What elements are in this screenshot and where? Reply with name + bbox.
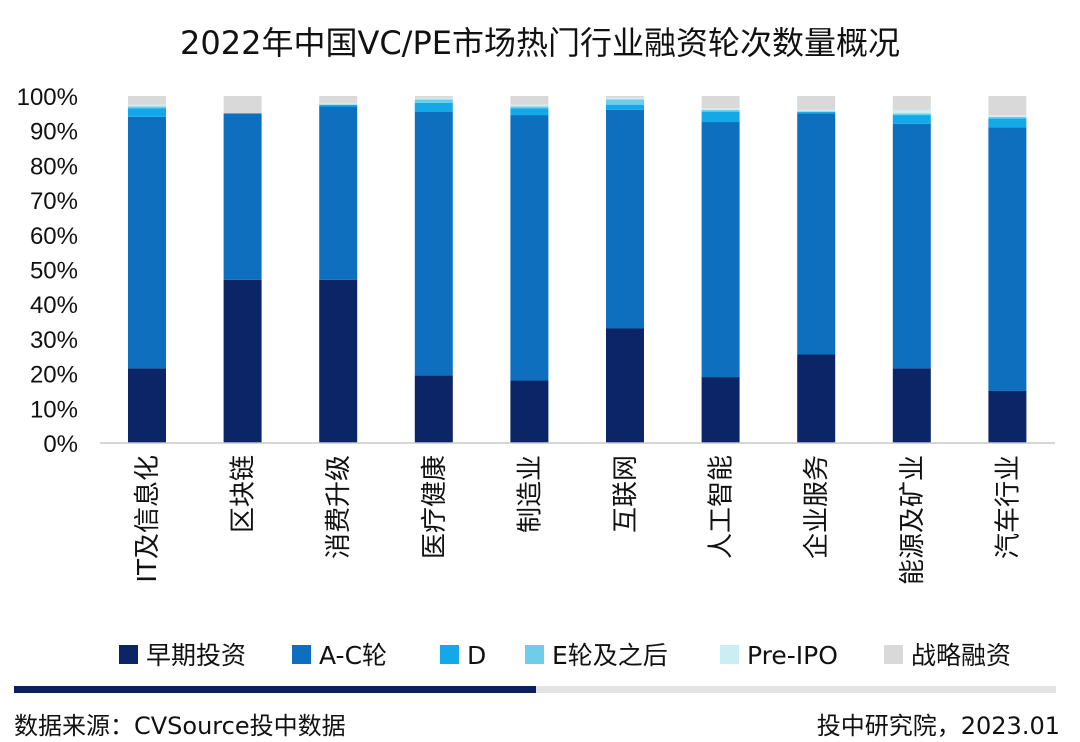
bar-segment xyxy=(414,97,453,100)
legend-label: Pre-IPO xyxy=(747,641,838,670)
bar-segment xyxy=(797,111,836,114)
bar-segment xyxy=(701,122,740,378)
legend-label: 战略融资 xyxy=(911,641,1011,670)
bar-segment xyxy=(606,97,644,100)
bar-segment xyxy=(797,96,836,110)
footer-divider-bar xyxy=(536,686,1056,693)
x-category-label: 人工智能 xyxy=(707,455,737,559)
legend-swatch xyxy=(720,645,739,664)
legend-label: E轮及之后 xyxy=(552,641,668,670)
bar-segment xyxy=(128,96,166,105)
bar-segment xyxy=(701,96,740,109)
bar-segment xyxy=(510,115,549,381)
bar-segment xyxy=(892,96,931,110)
bar-segment xyxy=(414,111,453,376)
x-category-label: 能源及矿业 xyxy=(898,455,928,585)
bar-segment xyxy=(414,102,453,112)
bar-segment xyxy=(701,377,740,443)
bar-segment xyxy=(319,106,358,280)
y-tick-label: 20% xyxy=(30,362,78,389)
bar-segment xyxy=(797,109,836,112)
y-tick-label: 70% xyxy=(30,188,78,215)
stacked-bar-chart: 0% 10% 20% 30% 40% 50% 60% 70% 80% 90% 100% IT及信息化… xyxy=(17,84,1055,670)
bar-segment xyxy=(414,375,453,443)
bar-segment xyxy=(128,368,166,443)
legend: 早期投资 A-C轮 D E轮及之后 Pre-IPO 战略融资 xyxy=(119,641,1011,670)
bar-segment xyxy=(797,113,836,355)
bar-segment xyxy=(128,108,166,117)
bar-segment xyxy=(128,104,166,107)
x-category-label: IT及信息化 xyxy=(133,455,163,583)
chart-title: 2022年中国VC/PE市场热门行业融资轮次数量概况 xyxy=(180,24,900,62)
bar-segment xyxy=(510,104,549,107)
bar-segment xyxy=(223,279,262,443)
bar-segment xyxy=(510,96,549,105)
bar-segment xyxy=(510,108,549,116)
footer-credit: 投中研究院，2023.01 xyxy=(816,712,1060,740)
y-tick-label: 90% xyxy=(30,119,78,146)
bar-segment xyxy=(606,328,644,443)
x-category-label: 区块链 xyxy=(229,455,259,533)
bar-segment xyxy=(892,113,931,116)
bar-segment xyxy=(988,115,1027,117)
bar-segment xyxy=(988,116,1027,119)
bar-segment xyxy=(701,111,740,123)
bar-segment xyxy=(319,279,358,443)
y-tick-label: 100% xyxy=(17,84,78,111)
bar-segment xyxy=(319,102,358,105)
y-tick-label: 40% xyxy=(30,292,78,319)
y-tick-label: 0% xyxy=(43,431,78,458)
bar-segment xyxy=(223,113,262,280)
y-axis: 0% 10% 20% 30% 40% 50% 60% 70% 80% 90% 100% xyxy=(17,84,78,458)
bar-segment xyxy=(892,115,931,124)
legend-swatch xyxy=(440,645,459,664)
x-category-label: 企业服务 xyxy=(802,455,832,559)
y-tick-label: 50% xyxy=(30,258,78,285)
bar-segment xyxy=(701,109,740,112)
bar-segment xyxy=(892,123,931,369)
y-tick-label: 30% xyxy=(30,327,78,354)
bar-series xyxy=(128,96,1027,443)
y-tick-label: 60% xyxy=(30,223,78,250)
bar-segment xyxy=(414,96,453,98)
bar-segment xyxy=(606,96,644,98)
legend-label: 早期投资 xyxy=(146,641,246,670)
bar-segment xyxy=(414,99,453,103)
y-tick-label: 80% xyxy=(30,153,78,180)
x-category-label: 汽车行业 xyxy=(993,455,1023,559)
bar-segment xyxy=(701,108,740,110)
legend-swatch xyxy=(292,645,311,664)
bar-segment xyxy=(892,368,931,443)
legend-swatch xyxy=(525,645,544,664)
bar-segment xyxy=(128,116,166,369)
x-axis-labels: IT及信息化 区块链 消费升级 医疗健康 制造业 互联网 人工智能 企业服务 能源及矿业 汽车行业 xyxy=(133,455,1023,585)
x-category-label: 医疗健康 xyxy=(420,455,450,559)
x-category-label: 互联网 xyxy=(611,455,641,533)
bar-segment xyxy=(606,104,644,110)
bar-segment xyxy=(797,354,836,443)
bar-segment xyxy=(988,127,1027,391)
bar-segment xyxy=(319,96,358,103)
bar-segment xyxy=(988,96,1027,116)
footer-accent-bar xyxy=(14,686,536,693)
bar-segment xyxy=(223,96,262,114)
bar-segment xyxy=(319,104,358,107)
bar-segment xyxy=(510,380,549,443)
legend-label: A-C轮 xyxy=(319,641,387,670)
bar-segment xyxy=(128,106,166,109)
legend-label: D xyxy=(467,641,486,670)
legend-swatch xyxy=(119,645,138,664)
footer-source: 数据来源：CVSource投中数据 xyxy=(14,712,346,740)
bar-segment xyxy=(988,390,1027,443)
bar-segment xyxy=(988,118,1027,128)
y-tick-label: 10% xyxy=(30,396,78,423)
bar-segment xyxy=(606,99,644,105)
x-category-label: 制造业 xyxy=(515,455,545,533)
bar-segment xyxy=(510,106,549,109)
x-category-label: 消费升级 xyxy=(324,455,354,559)
bar-segment xyxy=(606,109,644,329)
legend-swatch xyxy=(884,645,903,664)
bar-segment xyxy=(892,109,931,114)
